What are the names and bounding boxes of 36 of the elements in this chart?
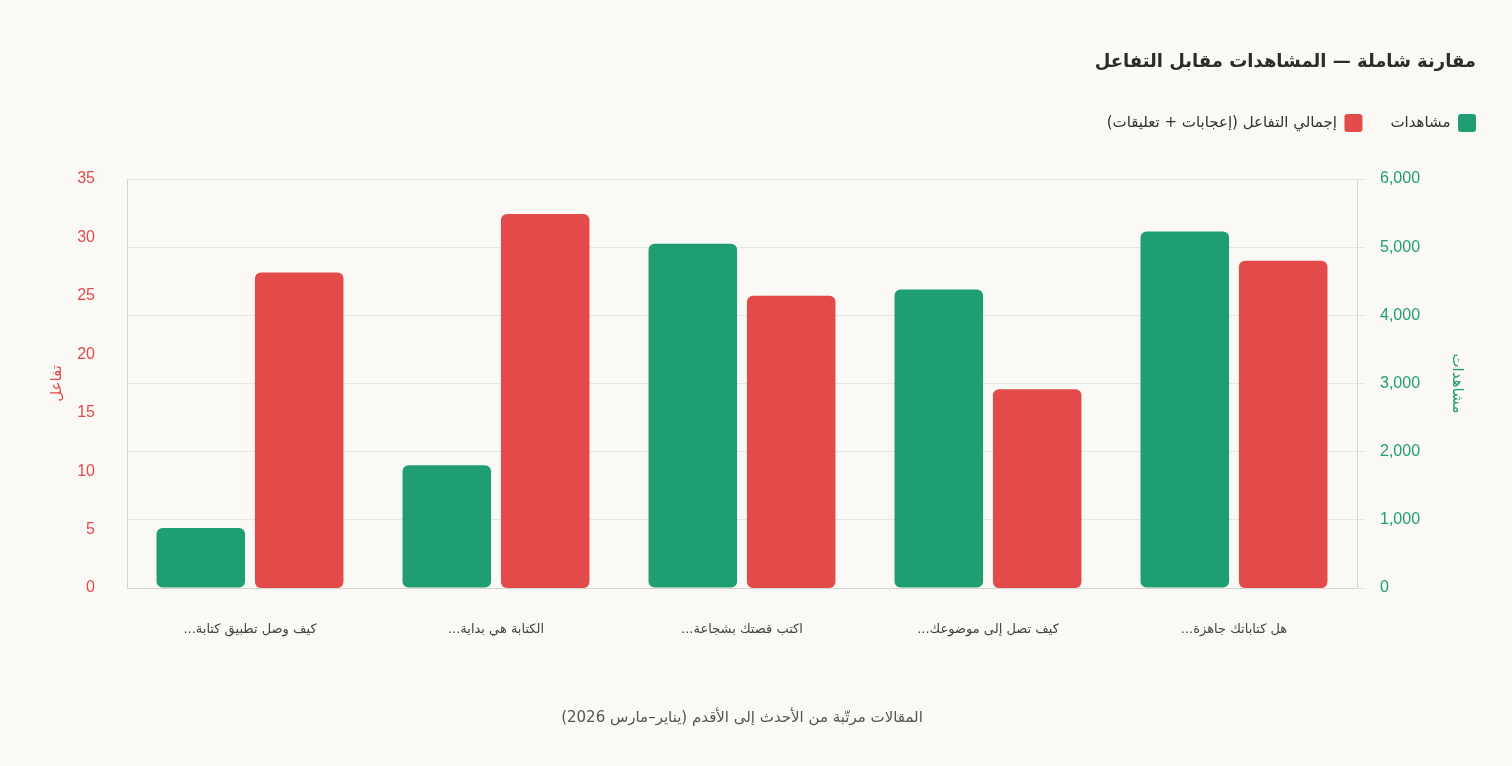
x-tick-label: هل كتاباتك جاهزة... [1180, 621, 1288, 638]
y2-tick-label: 0 [1380, 578, 1389, 596]
x-axis-title: المقالات مرتّبة من الأحدث إلى الأقدم (يناير–مارس 2026) [561, 706, 923, 726]
x-tick-label: الكتابة هي بداية... [447, 621, 545, 637]
bar [992, 389, 1082, 588]
x-tick-label: اكتب قصتك بشجاعة... [681, 621, 803, 637]
bar [254, 272, 344, 588]
y2-tick-label: 5,000 [1380, 237, 1421, 255]
y-tick-label: 0 [86, 578, 96, 596]
y2-tick-label: 2,000 [1380, 442, 1421, 460]
y2-axis-title: مشاهدات [1449, 353, 1468, 414]
chart-title: مقارنة شاملة — المشاهدات مقابل التفاعل [1094, 50, 1476, 71]
y-axis-title: تفاعل [46, 365, 65, 402]
y-tick-label: 15 [77, 403, 96, 421]
bar [746, 295, 836, 588]
legend-label: إجمالي التفاعل (إعجابات + تعليقات) [1106, 112, 1337, 132]
bar [402, 465, 492, 588]
bar [1140, 231, 1230, 588]
y2-tick-label: 1,000 [1380, 510, 1421, 528]
y2-tick-label: 6,000 [1380, 169, 1421, 187]
y2-tick-label: 3,000 [1380, 373, 1421, 391]
y-tick-label: 25 [77, 286, 96, 304]
bar [500, 214, 590, 588]
legend-label: مشاهدات [1390, 112, 1451, 131]
x-tick-label: كيف تصل إلى موضوعك... [917, 621, 1060, 638]
y-tick-label: 10 [77, 461, 96, 479]
y-tick-label: 5 [86, 519, 96, 537]
x-tick-label: كيف وصل تطبيق كتابة... [183, 621, 318, 638]
bar [894, 289, 984, 588]
bar [156, 528, 246, 588]
y-tick-label: 30 [77, 227, 96, 245]
y-tick-label: 35 [77, 169, 96, 187]
bar [648, 243, 738, 588]
bar [1238, 260, 1328, 588]
y2-tick-label: 4,000 [1380, 305, 1421, 323]
y-tick-label: 20 [77, 344, 96, 362]
